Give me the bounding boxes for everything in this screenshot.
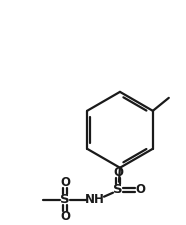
Text: O: O <box>135 183 145 196</box>
Text: O: O <box>113 166 123 179</box>
Text: NH: NH <box>85 193 105 206</box>
Text: S: S <box>113 183 123 196</box>
Text: O: O <box>60 176 70 189</box>
Text: O: O <box>60 210 70 223</box>
Text: S: S <box>60 193 70 206</box>
